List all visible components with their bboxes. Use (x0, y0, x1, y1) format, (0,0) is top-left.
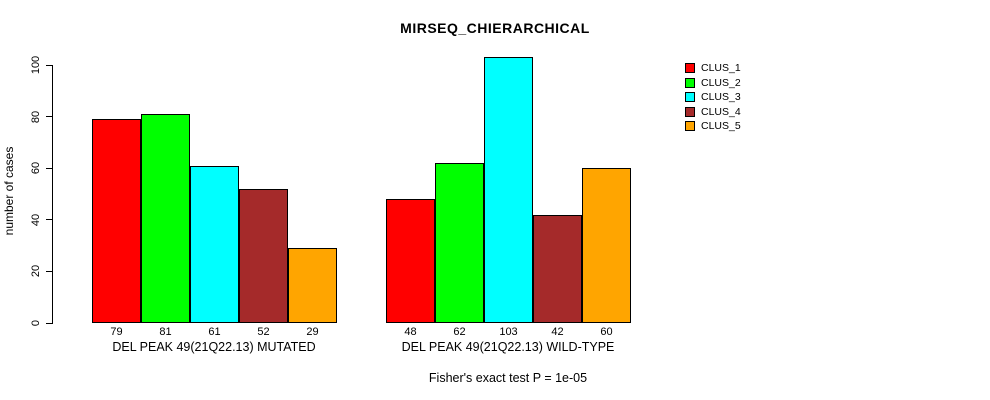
y-tick-label-100: 100 (30, 55, 42, 75)
y-axis-line (52, 65, 53, 324)
bar-value-label: 52 (257, 326, 270, 338)
bar-clus_3-group1 (190, 166, 239, 323)
bar-clus_5-group2 (582, 168, 631, 323)
y-tick-mark-0 (46, 322, 53, 324)
bar-value-label: 103 (499, 326, 518, 338)
group-label-mutated: DEL PEAK 49(21Q22.13) MUTATED (112, 340, 316, 354)
bar-value-label: 42 (551, 326, 564, 338)
bar-clus_1-group1 (92, 119, 141, 323)
legend-swatch-clus_1 (685, 63, 695, 74)
group-label-wild-type: DEL PEAK 49(21Q22.13) WILD-TYPE (401, 340, 615, 354)
legend-swatch-clus_4 (685, 106, 695, 117)
legend-item-clus_2: CLUS_2 (685, 76, 741, 91)
y-tick-label-60: 60 (30, 162, 42, 175)
legend-label-clus_3: CLUS_3 (701, 91, 741, 104)
bar-value-label: 29 (306, 326, 319, 338)
y-tick-label-0: 0 (30, 319, 42, 327)
legend-swatch-clus_5 (685, 121, 695, 132)
legend-item-clus_4: CLUS_4 (685, 105, 741, 120)
bar-clus_4-group2 (533, 215, 582, 323)
bar-value-label: 61 (208, 326, 221, 338)
legend-item-clus_3: CLUS_3 (685, 90, 741, 105)
fisher-test-caption: Fisher's exact test P = 1e-05 (428, 371, 588, 385)
bar-clus_1-group2 (386, 199, 435, 323)
bar-value-label: 79 (110, 326, 123, 338)
y-tick-mark-60 (46, 167, 53, 169)
y-tick-label-80: 80 (30, 110, 42, 123)
y-axis-label: number of cases (2, 146, 16, 236)
legend-label-clus_5: CLUS_5 (701, 120, 741, 133)
bar-clus_2-group1 (141, 114, 190, 323)
legend: CLUS_1 CLUS_2 CLUS_3 CLUS_4 CLUS_5 (685, 61, 741, 134)
legend-label-clus_4: CLUS_4 (701, 105, 741, 118)
y-tick-mark-20 (46, 270, 53, 272)
legend-swatch-clus_3 (685, 92, 695, 103)
chart-title: MIRSEQ_CHIERARCHICAL (400, 20, 590, 36)
bar-clus_3-group2 (484, 57, 533, 323)
y-tick-mark-80 (46, 116, 53, 118)
legend-label-clus_2: CLUS_2 (701, 76, 741, 89)
bar-value-label: 48 (404, 326, 417, 338)
legend-item-clus_1: CLUS_1 (685, 61, 741, 76)
y-tick-label-20: 20 (30, 265, 42, 278)
y-tick-mark-40 (46, 219, 53, 221)
y-tick-label-40: 40 (30, 213, 42, 226)
bar-value-label: 60 (600, 326, 613, 338)
bar-value-label: 81 (159, 326, 172, 338)
legend-swatch-clus_2 (685, 77, 695, 88)
bar-clus_2-group2 (435, 163, 484, 323)
bar-clus_5-group1 (288, 248, 337, 323)
bar-value-label: 62 (453, 326, 466, 338)
bar-clus_4-group1 (239, 189, 288, 323)
legend-item-clus_5: CLUS_5 (685, 119, 741, 134)
y-tick-mark-100 (46, 64, 53, 66)
legend-label-clus_1: CLUS_1 (701, 62, 741, 75)
